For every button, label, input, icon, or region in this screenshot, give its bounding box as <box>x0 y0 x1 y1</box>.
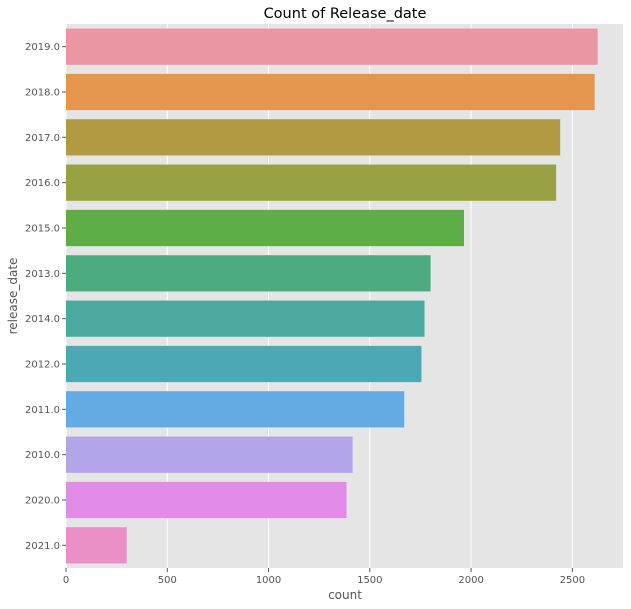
y-tick-label: 2015.0 <box>25 224 60 235</box>
bar-2020.0 <box>66 481 347 519</box>
bar-2012.0 <box>66 345 422 383</box>
y-tick-label: 2020.0 <box>25 496 60 507</box>
x-tick-label: 500 <box>158 575 177 586</box>
plot-background <box>66 24 623 568</box>
bar-2010.0 <box>66 436 353 473</box>
bar-2016.0 <box>66 164 557 201</box>
y-tick-label: 2018.0 <box>25 88 60 99</box>
x-tick-label: 0 <box>63 575 69 586</box>
chart-title: Count of Release_date <box>264 6 427 22</box>
y-axis-label: release_date <box>6 258 20 335</box>
y-tick-label: 2016.0 <box>25 178 60 189</box>
x-axis-ticks: 0 500 1000 1500 2000 2500 <box>63 568 585 586</box>
bar-2011.0 <box>66 391 405 428</box>
y-tick-label: 2013.0 <box>25 269 60 280</box>
bar-2017.0 <box>66 119 561 156</box>
bars <box>66 28 598 564</box>
x-axis-label: count <box>328 588 362 602</box>
x-tick-label: 1500 <box>357 575 382 586</box>
bar-2013.0 <box>66 255 431 292</box>
x-tick-label: 2000 <box>458 575 483 586</box>
y-tick-label: 2012.0 <box>25 360 60 371</box>
y-axis-ticks: 2019.0 2018.0 2017.0 2016.0 2015.0 2013.0 2014… <box>25 42 66 552</box>
bar-2014.0 <box>66 300 425 337</box>
bar-2015.0 <box>66 209 465 247</box>
bar-2021.0 <box>66 527 127 564</box>
bar-2019.0 <box>66 28 598 65</box>
x-tick-label: 1000 <box>256 575 281 586</box>
gridlines <box>65 24 573 568</box>
x-tick-label: 2500 <box>560 575 585 586</box>
y-tick-label: 2010.0 <box>25 450 60 461</box>
bar-2018.0 <box>66 73 595 111</box>
y-tick-label: 2011.0 <box>25 405 60 416</box>
y-tick-label: 2021.0 <box>25 541 60 552</box>
y-tick-label: 2014.0 <box>25 314 60 325</box>
y-tick-label: 2019.0 <box>25 42 60 53</box>
y-tick-label: 2017.0 <box>25 133 60 144</box>
